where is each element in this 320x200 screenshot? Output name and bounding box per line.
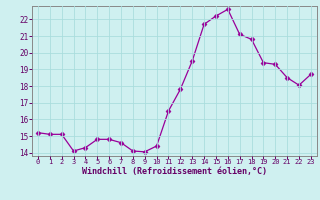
X-axis label: Windchill (Refroidissement éolien,°C): Windchill (Refroidissement éolien,°C) [82,167,267,176]
